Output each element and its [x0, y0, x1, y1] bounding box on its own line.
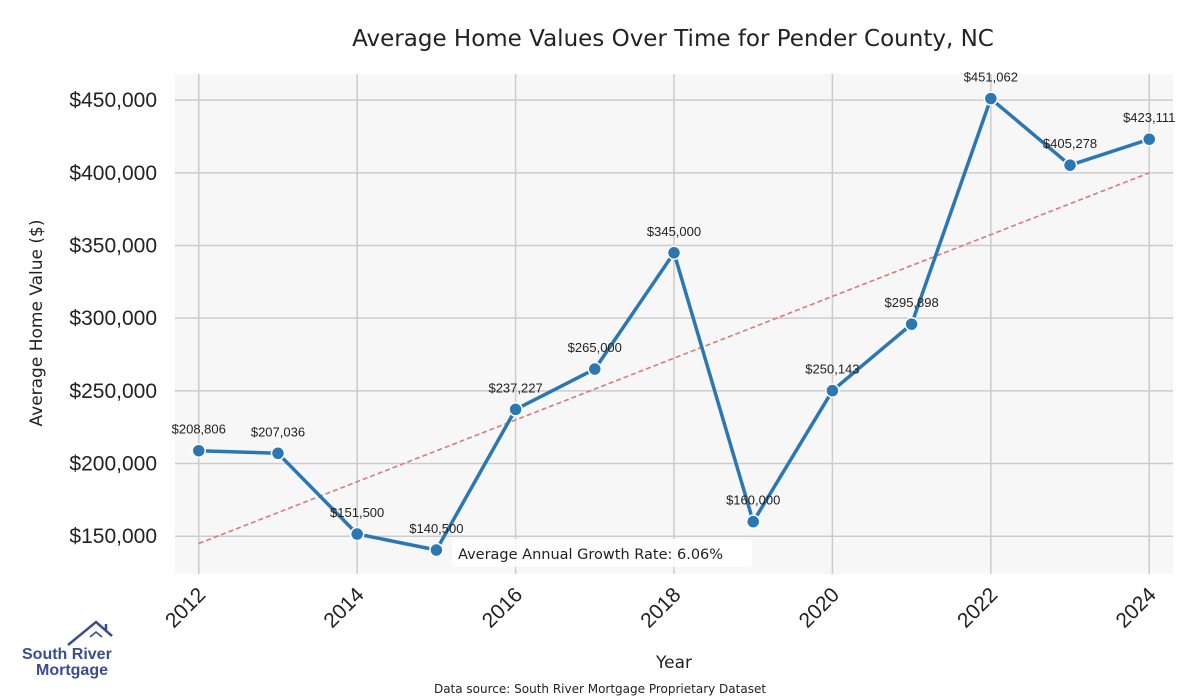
data-label: $295,898 [885, 295, 939, 310]
data-label: $250,143 [805, 362, 859, 377]
chart-title: Average Home Values Over Time for Pender… [352, 26, 994, 52]
data-point [587, 361, 603, 377]
data-point [904, 316, 919, 332]
data-label: $405,278 [1043, 136, 1097, 151]
data-label: $451,062 [964, 70, 1018, 85]
annotation-box [452, 539, 752, 567]
data-label: $208,806 [172, 422, 226, 437]
south-river-mortgage-logo: South River Mortgage [22, 620, 113, 679]
y-tick-label: $250,000 [69, 380, 157, 403]
data-point [745, 514, 761, 529]
x-tick-label: 2020 [795, 583, 844, 632]
x-tick-label: 2016 [478, 583, 527, 632]
data-point [825, 383, 840, 398]
data-points [191, 91, 1157, 558]
x-tick-label: 2022 [953, 583, 1002, 632]
y-tick-label: $450,000 [69, 89, 157, 112]
data-point [349, 526, 365, 542]
data-label: $345,000 [647, 224, 701, 239]
data-point [666, 245, 682, 261]
data-label: $160,000 [726, 493, 780, 508]
house-roof-icon [67, 620, 113, 646]
data-label: $151,500 [330, 505, 384, 520]
data-point [983, 91, 999, 106]
y-axis-ticks: $150,000 $200,000 $250,000 $300,000 $350,000… [69, 89, 157, 548]
data-labels: $208,806 $207,036 $151,500 $140,500 $237,227… [172, 70, 1176, 536]
x-tick-label: 2024 [1111, 583, 1161, 633]
growth-rate-annotation: Average Annual Growth Rate: 6.06% [452, 539, 752, 567]
data-point [1062, 157, 1078, 173]
data-point [429, 542, 444, 558]
y-tick-label: $200,000 [69, 453, 157, 476]
y-tick-label: $150,000 [69, 525, 157, 548]
x-tick-label: 2018 [636, 583, 685, 632]
x-tick-label: 2014 [319, 583, 369, 633]
data-point [1141, 131, 1157, 147]
y-tick-label: $400,000 [69, 162, 157, 185]
logo-line-1: South River [22, 646, 112, 663]
x-axis-label: Year [655, 653, 692, 673]
trend-line [198, 172, 1150, 545]
logo-line-2: Mortgage [36, 662, 108, 679]
y-axis-label: Average Home Value ($) [27, 220, 47, 427]
annotation-text: Average Annual Growth Rate: 6.06% [458, 547, 723, 563]
data-point [508, 402, 523, 417]
data-label: $423,111 [1123, 110, 1175, 125]
data-label: $237,227 [488, 380, 542, 395]
y-tick-label: $300,000 [69, 307, 157, 330]
grid [175, 74, 1173, 574]
data-label: $265,000 [568, 340, 622, 355]
x-axis-ticks: 2012 2014 2016 2018 2020 2022 2024 [161, 583, 1161, 633]
data-point [270, 446, 286, 461]
data-source-note: Data source: South River Mortgage Propri… [434, 682, 766, 696]
x-tick-label: 2012 [161, 583, 210, 632]
data-point [191, 443, 207, 458]
y-tick-label: $350,000 [69, 235, 157, 258]
data-label: $140,500 [409, 521, 463, 536]
data-label: $207,036 [251, 424, 305, 439]
